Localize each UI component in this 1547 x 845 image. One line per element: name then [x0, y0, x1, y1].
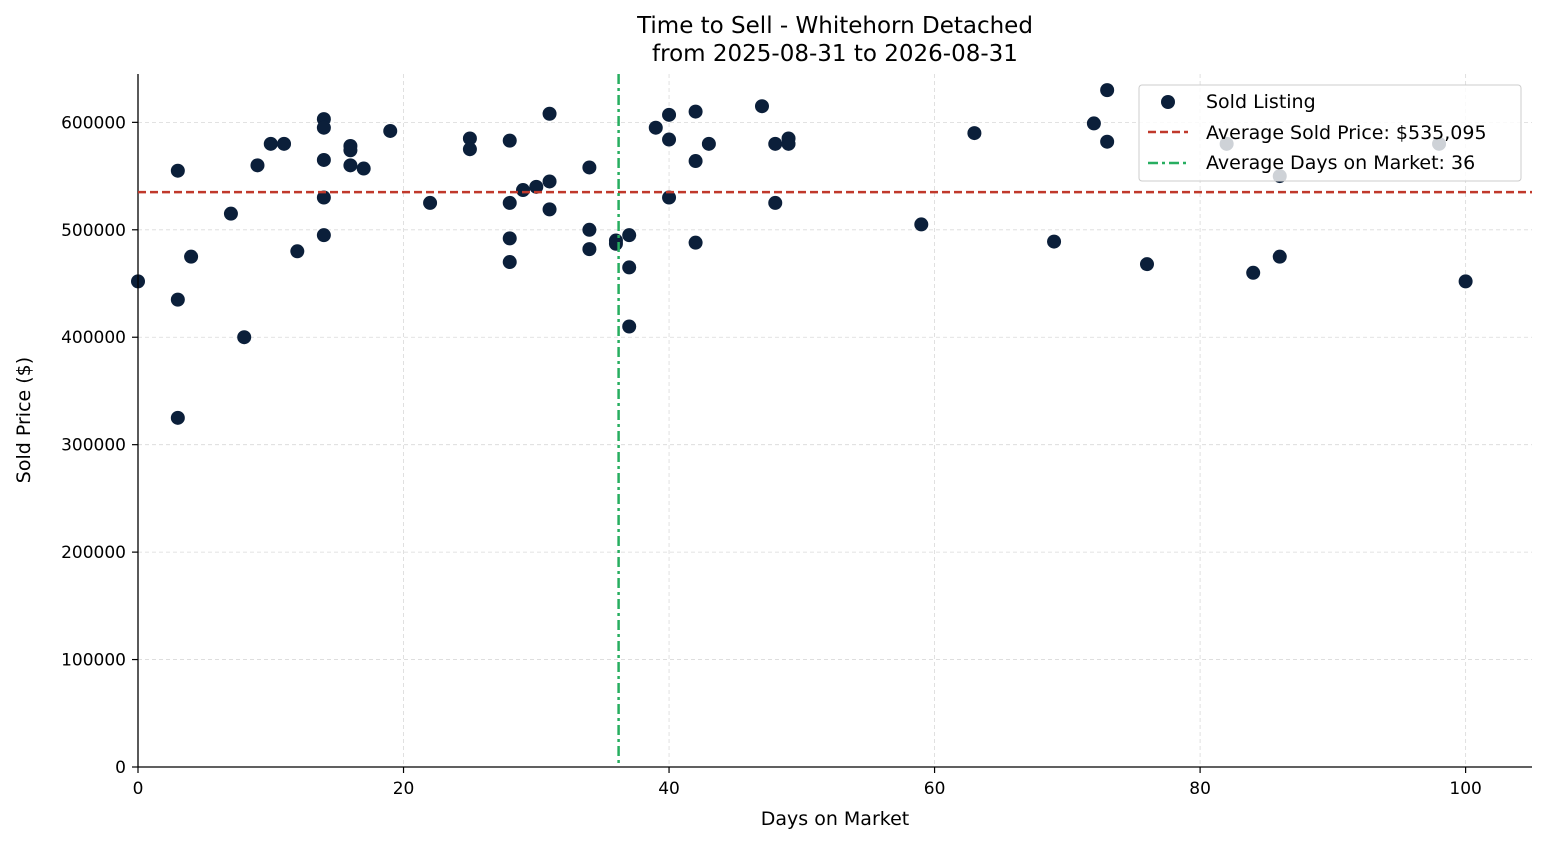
data-point [1139, 257, 1154, 272]
data-point [754, 99, 769, 114]
data-point [343, 143, 358, 158]
data-point [1272, 249, 1287, 264]
x-tick-label: 100 [1449, 779, 1481, 799]
data-point [316, 190, 331, 205]
data-point [701, 136, 716, 151]
data-point [582, 222, 597, 237]
data-point [542, 106, 557, 121]
data-point [542, 174, 557, 189]
data-point [648, 120, 663, 135]
data-point [608, 236, 623, 251]
chart-title: Time to Sell - Whitehorn Detached [636, 13, 1033, 39]
data-point [582, 242, 597, 257]
x-tick-label: 20 [393, 779, 415, 799]
data-point [250, 158, 265, 173]
data-point [316, 120, 331, 135]
data-point [1458, 274, 1473, 289]
data-point [688, 235, 703, 250]
data-point [170, 163, 185, 178]
y-tick-label: 200000 [61, 543, 126, 563]
legend-box [1138, 84, 1522, 182]
data-point [582, 160, 597, 175]
data-point [622, 319, 637, 334]
legend-label-average-price: Average Sold Price: $535,095 [1206, 122, 1487, 144]
data-point [316, 152, 331, 167]
x-tick-label: 60 [924, 779, 946, 799]
legend-label-average-days: Average Days on Market: 36 [1206, 152, 1475, 174]
data-point [170, 292, 185, 307]
data-point [768, 136, 783, 151]
data-point [170, 410, 185, 425]
data-points [131, 83, 1473, 425]
legend-marker-sold-listing [1161, 95, 1175, 109]
data-point [1100, 83, 1115, 98]
y-tick-label: 100000 [61, 651, 126, 671]
data-point [383, 123, 398, 138]
data-point [502, 133, 517, 148]
legend: Sold Listing Average Sold Price: $535,09… [1138, 84, 1522, 182]
y-tick-label: 0 [115, 758, 126, 778]
data-point [1086, 116, 1101, 131]
data-point [223, 206, 238, 221]
data-point [1246, 265, 1261, 280]
data-point [343, 158, 358, 173]
tick-labels: 0 20 40 60 80 100 0 100000 200000 300000 400000 500… [61, 113, 1482, 799]
x-axis-label: Days on Market [761, 808, 909, 830]
data-point [967, 126, 982, 141]
data-point [316, 228, 331, 243]
data-point [356, 161, 371, 176]
data-point [662, 132, 677, 147]
chart-subtitle: from 2025-08-31 to 2026-08-31 [652, 41, 1018, 67]
data-point [462, 142, 477, 157]
data-point [662, 190, 677, 205]
data-point [277, 136, 292, 151]
grid [138, 74, 1532, 767]
axes [137, 74, 1532, 768]
data-point [502, 255, 517, 270]
legend-label-sold-listing: Sold Listing [1206, 91, 1316, 113]
data-point [423, 195, 438, 210]
y-tick-label: 500000 [61, 221, 126, 241]
data-point [502, 231, 517, 246]
data-point [688, 154, 703, 169]
x-tick-label: 80 [1189, 779, 1211, 799]
x-tick-label: 0 [133, 779, 144, 799]
data-point [184, 249, 199, 264]
data-point [263, 136, 278, 151]
data-point [1047, 234, 1062, 249]
y-tick-label: 300000 [61, 436, 126, 456]
y-tick-label: 400000 [61, 328, 126, 348]
data-point [781, 136, 796, 151]
data-point [529, 179, 544, 194]
y-tick-label: 600000 [61, 113, 126, 133]
data-point [462, 131, 477, 146]
data-point [542, 202, 557, 217]
data-point [237, 330, 252, 345]
reference-lines [138, 74, 1532, 767]
data-point [1100, 134, 1115, 149]
data-point [768, 195, 783, 210]
y-axis-label: Sold Price ($) [13, 357, 35, 483]
data-point [688, 104, 703, 119]
data-point [622, 228, 637, 243]
data-point [290, 244, 305, 259]
data-point [662, 107, 677, 122]
data-point [622, 260, 637, 275]
data-point [502, 195, 517, 210]
data-point [914, 217, 929, 232]
data-point [516, 183, 531, 198]
x-tick-label: 40 [658, 779, 680, 799]
